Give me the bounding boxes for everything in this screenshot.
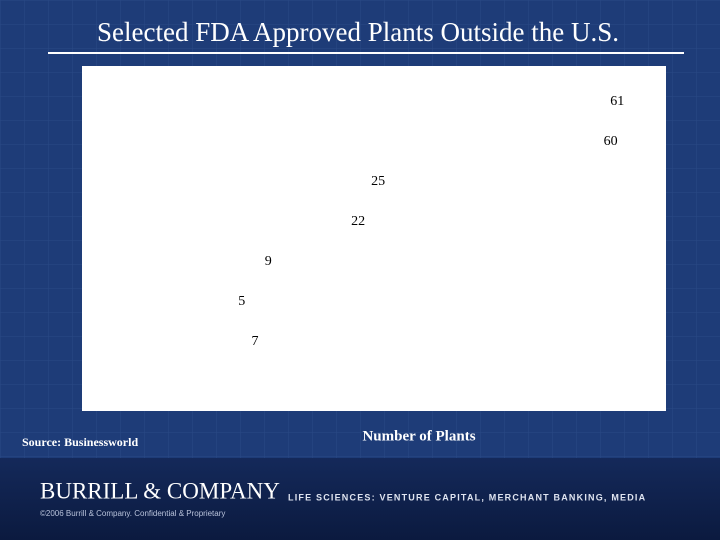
slide-title: Selected FDA Approved Plants Outside the… <box>97 17 619 47</box>
copyright: ©2006 Burrill & Company. Confidential & … <box>40 509 225 518</box>
value-label: 5 <box>238 294 245 309</box>
bar <box>200 90 606 114</box>
source: Source: Businessworld <box>22 435 138 449</box>
x-axis-label: Number of Plants <box>362 428 475 444</box>
plot-area <box>82 66 666 411</box>
bar <box>200 250 260 274</box>
value-label: 9 <box>265 254 272 269</box>
value-label: 25 <box>371 174 385 189</box>
company-name: BURRILL & COMPANY <box>40 478 280 503</box>
footer-band <box>0 458 720 540</box>
bar <box>200 210 347 234</box>
value-label: 7 <box>252 334 259 349</box>
value-label: 60 <box>604 134 618 149</box>
value-label: 22 <box>351 214 365 229</box>
bar <box>200 330 247 354</box>
bar <box>200 290 234 314</box>
bar <box>200 170 367 194</box>
tagline: LIFE SCIENCES: VENTURE CAPITAL, MERCHANT… <box>288 492 646 502</box>
value-label: 61 <box>610 94 624 109</box>
bar <box>200 130 599 154</box>
